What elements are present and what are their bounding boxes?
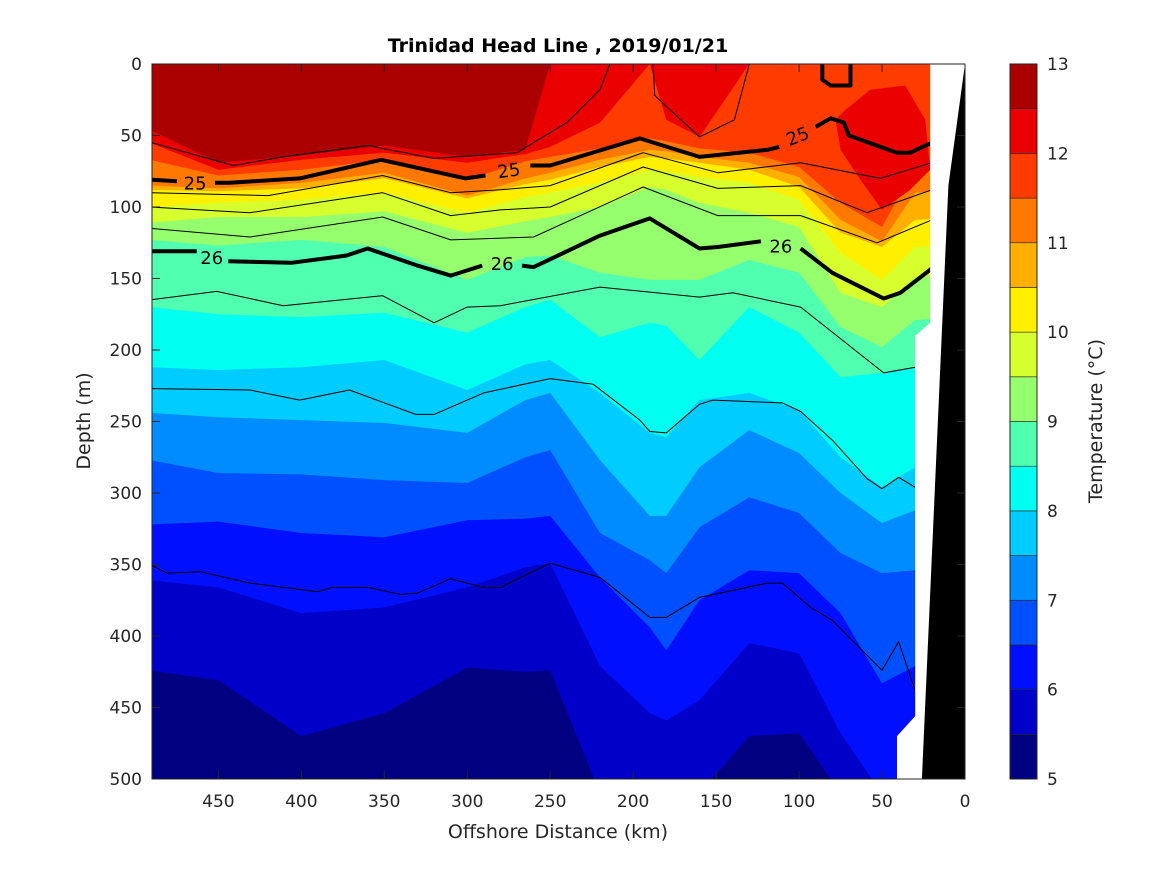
y-tick-label: 100 xyxy=(110,198,142,218)
contour-label-25: 25 xyxy=(496,159,522,183)
contour-line-thin xyxy=(652,64,750,138)
x-axis-label: Offshore Distance (km) xyxy=(448,821,668,843)
contour-label-26: 26 xyxy=(769,237,792,258)
contour-line-thin xyxy=(152,152,932,197)
x-tick-label: 400 xyxy=(285,792,317,812)
colorbar-band xyxy=(1009,108,1038,154)
colorbar-tick-label: 13 xyxy=(1047,55,1069,75)
y-tick-label: 250 xyxy=(110,413,142,433)
colorbar-band xyxy=(1009,734,1038,780)
contour-line-thin xyxy=(152,64,611,166)
x-tick-label: 300 xyxy=(451,792,483,812)
colorbar-tick-label: 7 xyxy=(1047,591,1058,611)
colorbar: 5 6 7 8 9 10 11 12 13 xyxy=(1009,55,1069,790)
y-tick-label: 150 xyxy=(110,270,142,290)
contour-label-26: 26 xyxy=(491,254,514,275)
colorbar-band xyxy=(1009,510,1038,556)
colorbar-band xyxy=(1009,63,1038,109)
chart-title: Trinidad Head Line , 2019/01/21 xyxy=(388,35,728,57)
colorbar-tick-label: 6 xyxy=(1047,681,1058,701)
x-tick-label: 350 xyxy=(368,792,400,812)
y-tick-label: 50 xyxy=(120,127,142,147)
contour-line-bold xyxy=(530,136,780,168)
y-axis: 0 50 100 150 200 250 300 350 400 450 500 xyxy=(110,55,965,790)
colorbar-band xyxy=(1009,421,1038,467)
x-tick-label: 100 xyxy=(783,792,815,812)
filled-contours xyxy=(152,64,965,779)
contour-line-bold xyxy=(215,157,486,185)
bathymetry-land xyxy=(921,64,965,779)
colorbar-tick-label: 10 xyxy=(1047,323,1069,343)
colorbar-band xyxy=(1009,331,1038,378)
colorbar-frame xyxy=(1009,63,1038,780)
x-tick-label: 50 xyxy=(871,792,893,812)
contour-line-bold xyxy=(814,116,933,155)
y-tick-label: 350 xyxy=(110,556,142,576)
colorbar-band xyxy=(1009,153,1038,199)
contour-line-bold xyxy=(799,246,934,301)
contour-line-thin xyxy=(152,286,916,374)
colorbar-band xyxy=(1009,197,1038,244)
colorbar-tick-label: 11 xyxy=(1047,234,1069,254)
y-tick-label: 450 xyxy=(110,699,142,719)
contour-line-bold xyxy=(820,64,853,88)
y-tick-label: 300 xyxy=(110,484,142,504)
colorbar-band xyxy=(1009,555,1038,601)
colorbar-tick-label: 9 xyxy=(1047,413,1058,433)
x-tick-label: 250 xyxy=(534,792,566,812)
colorbar-band xyxy=(1009,599,1038,646)
colorbar-band xyxy=(1009,376,1038,422)
contour-line-thin xyxy=(152,378,916,490)
y-tick-label: 400 xyxy=(110,627,142,647)
y-tick-label: 500 xyxy=(110,770,142,790)
y-axis-label: Depth (m) xyxy=(73,372,95,469)
contour-line-thin xyxy=(152,562,916,691)
contour-line-thin xyxy=(152,186,932,244)
colorbar-label: Temperature (°C) xyxy=(1085,339,1107,504)
x-tick-label: 150 xyxy=(700,792,732,812)
contour-line-bold xyxy=(228,246,483,278)
colorbar-band xyxy=(1009,287,1038,333)
y-tick-label: 0 xyxy=(131,55,142,75)
band-below-5.5 xyxy=(152,667,831,779)
contour-label-25: 25 xyxy=(184,174,207,195)
contour-line-bold xyxy=(152,177,178,184)
contour-label-26: 26 xyxy=(200,248,223,269)
colorbar-band xyxy=(1009,644,1038,690)
no-data-and-bathymetry xyxy=(897,64,965,779)
contour-line-thin xyxy=(152,166,932,217)
colorbar-band xyxy=(1009,242,1038,288)
colorbar-tick-label: 12 xyxy=(1047,144,1069,164)
colorbar-band xyxy=(1009,689,1038,735)
x-tick-label: 0 xyxy=(960,792,971,812)
y-tick-label: 200 xyxy=(110,341,142,361)
colorbar-band xyxy=(1009,465,1038,512)
x-tick-label: 200 xyxy=(617,792,649,812)
x-tick-label: 450 xyxy=(202,792,234,812)
colorbar-tick-label: 8 xyxy=(1047,502,1058,522)
x-axis: 450 400 350 300 250 200 150 100 50 0 xyxy=(202,64,970,812)
contour-line-bold xyxy=(521,216,762,270)
colorbar-tick-label: 5 xyxy=(1047,770,1058,790)
